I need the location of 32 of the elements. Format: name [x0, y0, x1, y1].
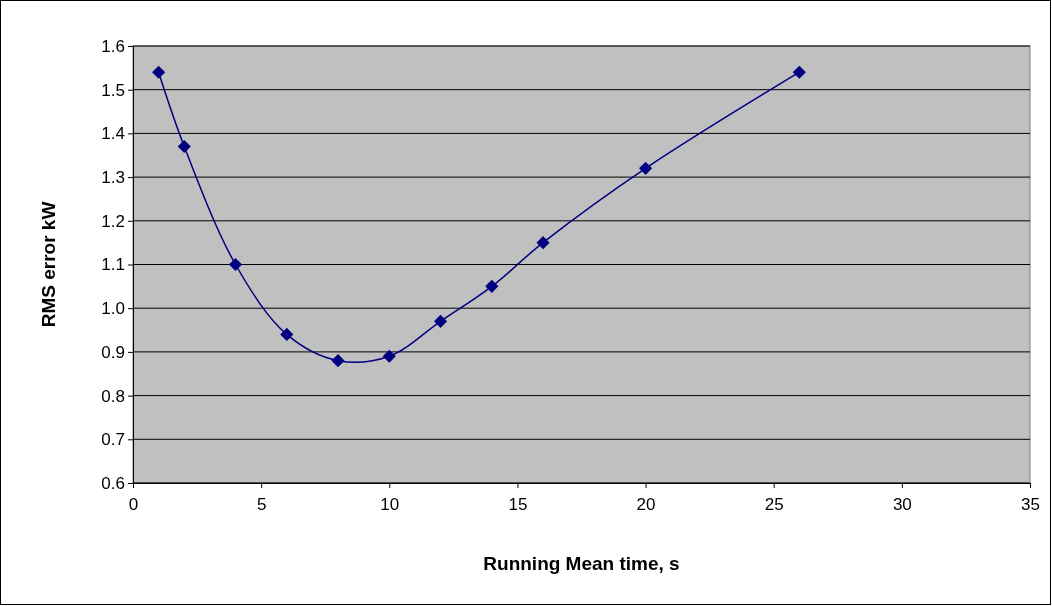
- y-tick-label: 0.6: [101, 473, 125, 493]
- point: [331, 354, 345, 368]
- point: [433, 314, 448, 328]
- x-axis-title: Running Mean time, s: [483, 553, 680, 574]
- y-tick-label: 0.8: [101, 386, 125, 406]
- point: [382, 349, 396, 363]
- x-tick-label: 0: [128, 494, 139, 514]
- point: [228, 257, 243, 272]
- y-tick-label: 1.1: [101, 255, 125, 275]
- y-tick-label: 1.5: [101, 80, 125, 100]
- y-tick-label: 1.6: [101, 36, 125, 56]
- x-tick-label: 5: [256, 494, 267, 514]
- x-tick-label: 15: [508, 494, 528, 514]
- y-tick-label: 1.2: [101, 211, 125, 231]
- point: [792, 65, 806, 79]
- y-tick-label: 1.4: [101, 124, 125, 144]
- point: [536, 236, 550, 250]
- point: [280, 327, 294, 341]
- x-tick-label: 35: [1021, 494, 1040, 514]
- point: [152, 65, 166, 79]
- y-tick-label: 0.9: [101, 342, 125, 362]
- y-tick-label: 0.7: [101, 430, 125, 450]
- x-tick-label: 25: [764, 494, 784, 514]
- y-axis-title: RMS error kW: [38, 201, 59, 328]
- point: [485, 279, 499, 293]
- y-tick-label: 1.0: [101, 299, 125, 319]
- y-tick-label: 1.3: [101, 168, 125, 188]
- x-tick-label: 30: [892, 494, 912, 514]
- point: [177, 139, 191, 154]
- x-tick-label: 20: [636, 494, 656, 514]
- x-tick-label: 10: [380, 494, 400, 514]
- point: [639, 161, 653, 175]
